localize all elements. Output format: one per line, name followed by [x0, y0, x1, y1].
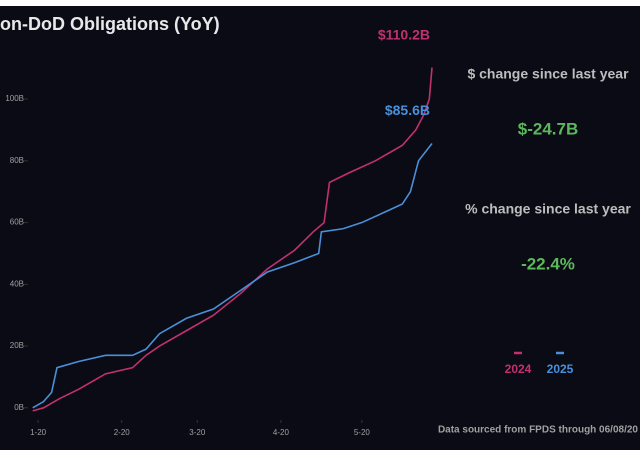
data-label: $85.6B — [385, 102, 430, 118]
x-tick-label: 5-20 — [354, 428, 371, 437]
series-line — [32, 143, 433, 409]
y-tick-label: 20B — [10, 341, 24, 350]
y-tick-label: 60B — [10, 218, 24, 227]
legend-label: 2024 — [505, 362, 532, 376]
data-label: $110.2B — [378, 26, 430, 42]
y-tick-label: 80B — [10, 156, 24, 165]
chart-title: on-DoD Obligations (YoY) — [0, 14, 220, 34]
panel-label: $ change since last year — [467, 66, 629, 82]
source-note: Data sourced from FPDS through 06/08/20 — [438, 425, 638, 436]
x-tick-label: 2-20 — [114, 428, 131, 437]
panel-label: % change since last year — [465, 201, 631, 217]
panel-value: -22.4% — [521, 254, 575, 273]
panel-value: $-24.7B — [518, 119, 578, 138]
y-tick-label: 0B — [14, 403, 24, 412]
x-tick-label: 1-20 — [30, 428, 47, 437]
series-line — [32, 67, 433, 412]
x-tick-label: 3-20 — [189, 428, 206, 437]
background — [0, 6, 640, 450]
x-tick-label: 4-20 — [273, 428, 290, 437]
y-tick-label: 40B — [10, 279, 24, 288]
y-tick-label: 100B — [5, 94, 24, 103]
legend-label: 2025 — [547, 362, 574, 376]
